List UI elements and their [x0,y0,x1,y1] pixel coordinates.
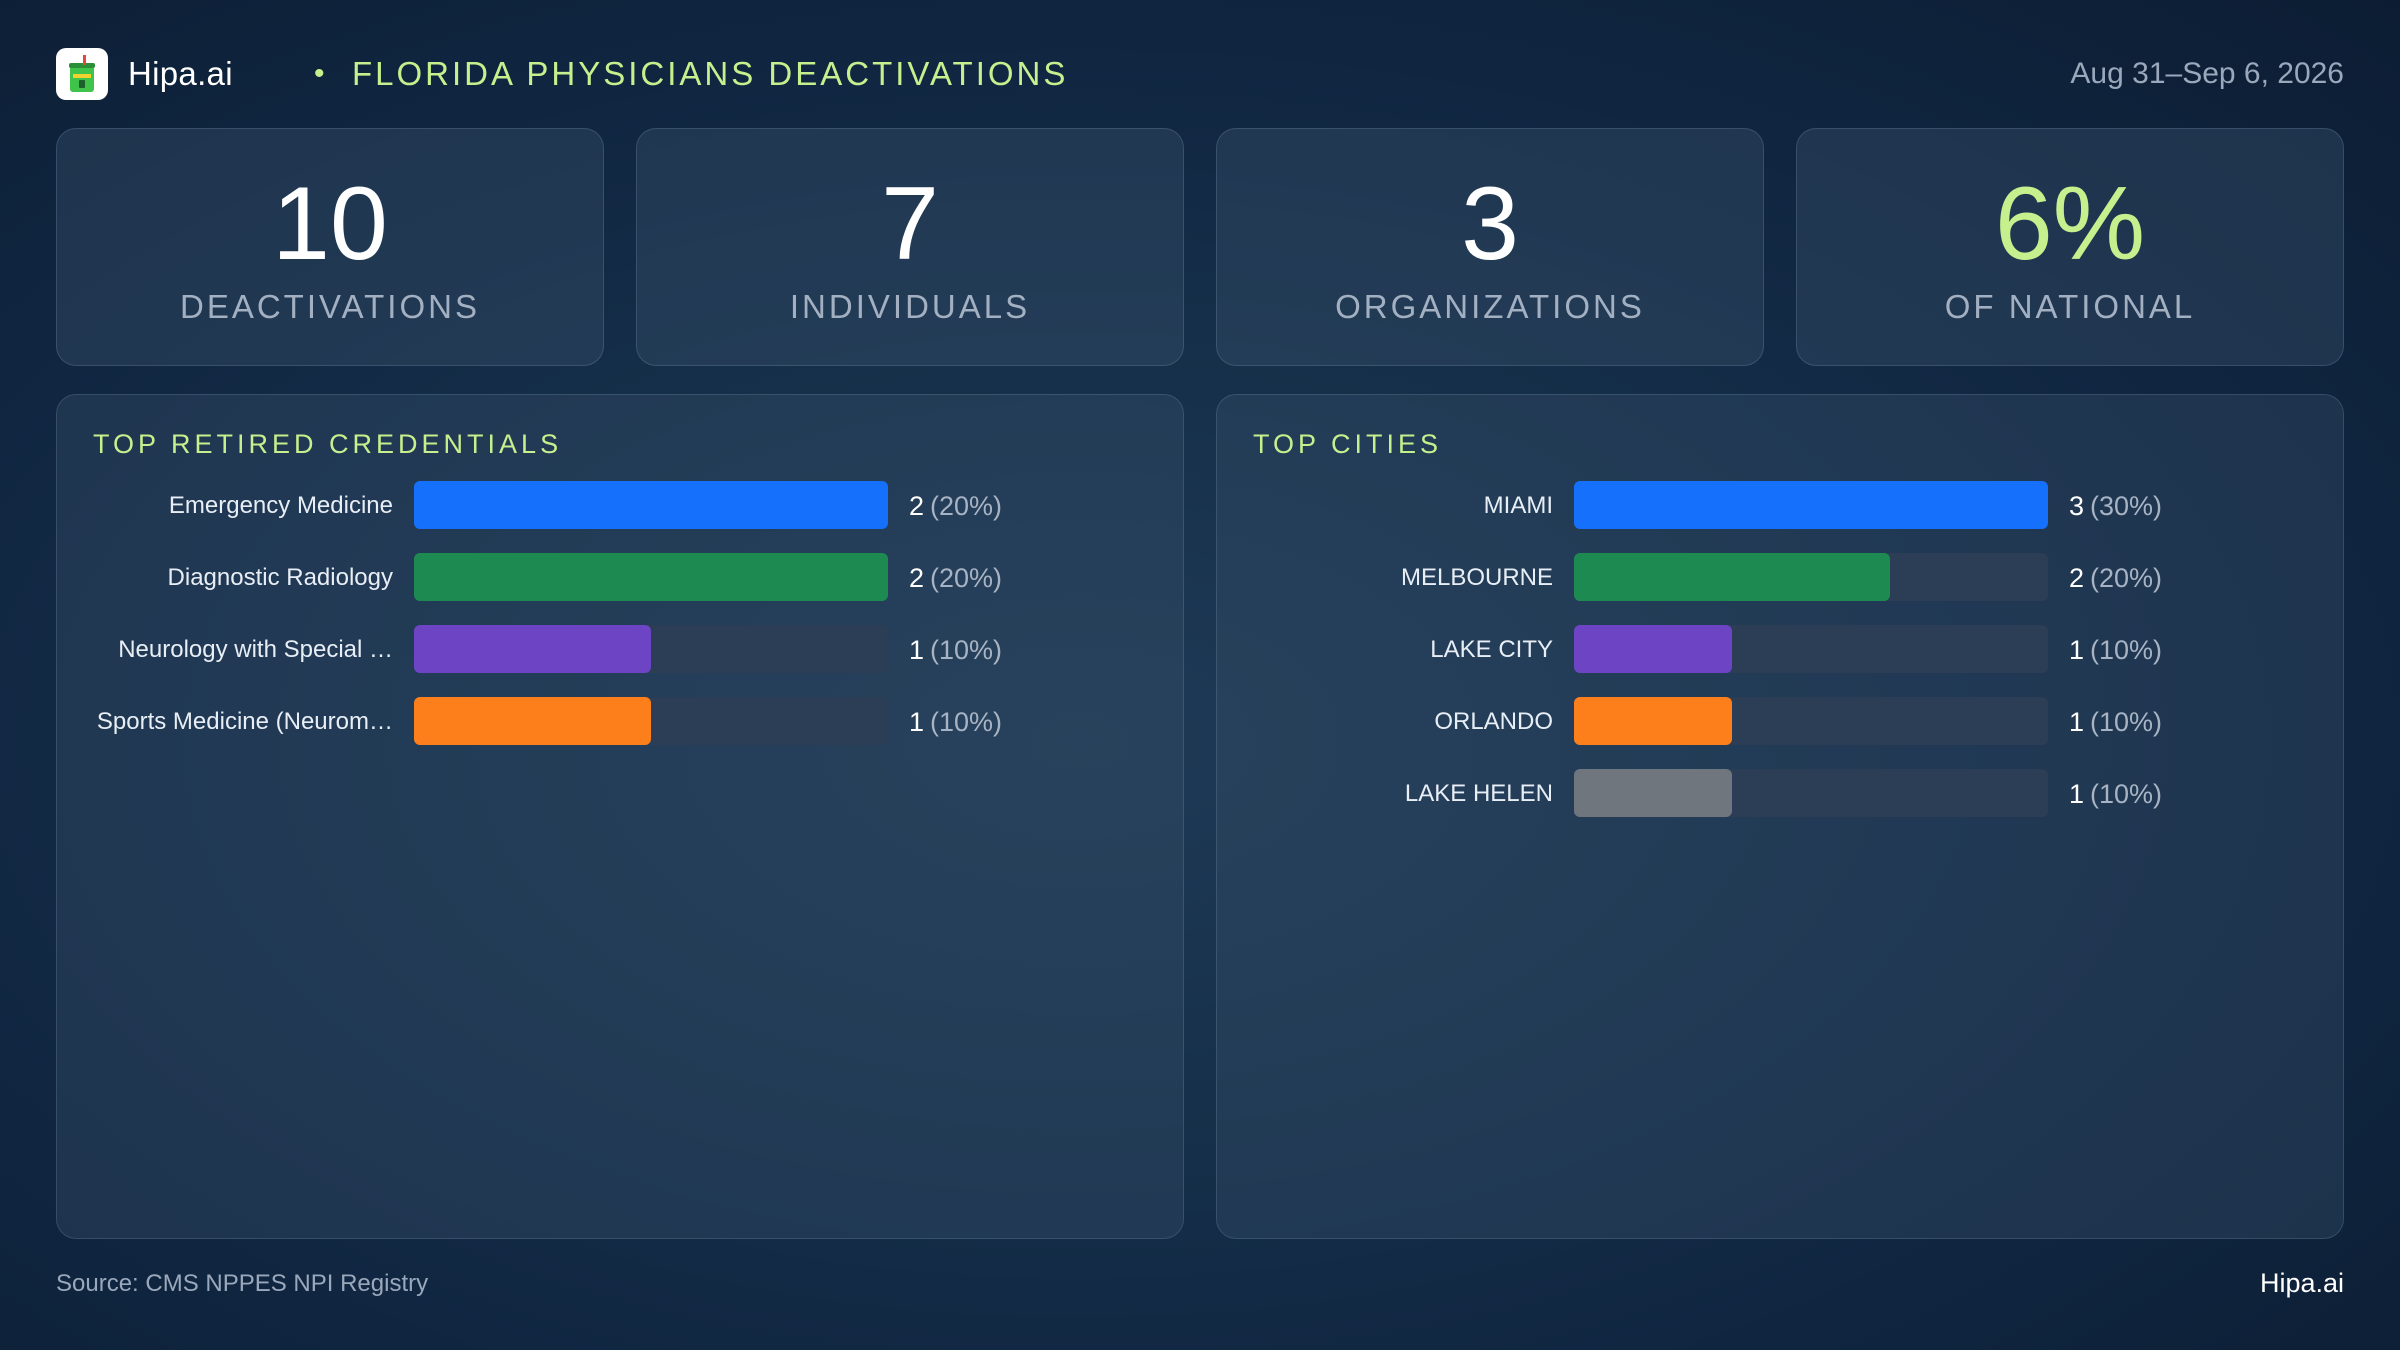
bar-value-label: 1 (10%) [909,635,1002,665]
kpi-label: DEACTIVATIONS [180,288,480,325]
bar [1574,697,1732,745]
kpi-label: ORGANIZATIONS [1335,288,1645,325]
bar-label: MIAMI [1484,492,1553,519]
bar-row: Neurology with Special … 1 (10%) [118,625,1002,673]
bar-percent: (30%) [2090,491,2162,521]
bar-percent: (20%) [930,491,1002,521]
bar-count: 2 [909,563,924,593]
kpi-card-individuals: 7 INDIVIDUALS [636,128,1184,366]
bar-count: 1 [2069,707,2084,737]
bar-count: 1 [2069,635,2084,665]
bar-percent: (10%) [2090,779,2162,809]
bar-label: Neurology with Special … [118,636,393,663]
bar-label: Emergency Medicine [169,492,393,519]
bar [414,697,651,745]
bar [1574,481,2048,529]
bar-value-label: 1 (10%) [909,707,1002,737]
report-title: FLORIDA PHYSICIANS DEACTIVATIONS [352,55,1069,92]
kpi-row: 10 DEACTIVATIONS 7 INDIVIDUALS 3 ORGANIZ… [56,128,2344,366]
cities-bar-chart: MIAMI 3 (30%)MELBOURNE 2 (20%)LAKE CITY 1 (10%… [1401,481,2162,817]
kpi-value: 10 [272,166,388,282]
bar-percent: (10%) [930,635,1002,665]
bar-label: ORLANDO [1434,708,1553,735]
bar-row: Diagnostic Radiology 2 (20%) [168,553,1002,601]
bar-count: 2 [2069,563,2084,593]
bar-label: LAKE HELEN [1405,780,1553,807]
title-separator: • [314,57,325,90]
bar-value-label: 2 (20%) [2069,563,2162,593]
header: Hipa.ai • FLORIDA PHYSICIANS DEACTIVATIO… [56,48,2344,100]
bar-label: Sports Medicine (Neurom… [97,708,393,735]
bar [1574,769,1732,817]
bar-row: MIAMI 3 (30%) [1484,481,2162,529]
kpi-label: INDIVIDUALS [789,288,1031,325]
bar-count: 1 [909,635,924,665]
panel-title: TOP RETIRED CREDENTIALS [93,429,563,459]
bar-count: 1 [2069,779,2084,809]
bar-row: LAKE HELEN 1 (10%) [1405,769,2162,817]
cup-icon [69,55,95,92]
bar [414,481,888,529]
footer-brand: Hipa.ai [2259,1268,2344,1298]
panel-title: TOP CITIES [1253,429,1443,459]
bar-value-label: 1 (10%) [2069,635,2162,665]
cities-panel: TOP CITIES MIAMI 3 (30%) MELBOURNE 2 (20%) LAK… [1216,394,2344,1239]
bar-label: MELBOURNE [1401,564,1553,591]
bar-percent: (10%) [2090,707,2162,737]
kpi-value: 7 [881,166,939,282]
date-range: Aug 31–Sep 6, 2026 [2070,57,2344,90]
kpi-value: 3 [1461,166,1519,282]
kpi-card-national-share: 6% OF NATIONAL [1796,128,2344,366]
bar-value-label: 1 (10%) [2069,779,2162,809]
bar-percent: (10%) [930,707,1002,737]
kpi-label: OF NATIONAL [1944,288,2196,325]
source-note: Source: CMS NPPES NPI Registry [56,1270,429,1297]
bar-count: 2 [909,491,924,521]
bar-value-label: 3 (30%) [2069,491,2162,521]
bar-percent: (20%) [930,563,1002,593]
bar-row: ORLANDO 1 (10%) [1434,697,2162,745]
bar-row: Sports Medicine (Neurom… 1 (10%) [97,697,1002,745]
bar-count: 1 [909,707,924,737]
bar-value-label: 2 (20%) [909,563,1002,593]
kpi-value: 6% [1994,166,2146,282]
bar-row: MELBOURNE 2 (20%) [1401,553,2162,601]
brand-name: Hipa.ai [128,55,233,92]
bar-label: LAKE CITY [1430,636,1553,663]
bar-label: Diagnostic Radiology [168,564,393,591]
bar-row: LAKE CITY 1 (10%) [1430,625,2162,673]
bar-value-label: 2 (20%) [909,491,1002,521]
kpi-card-deactivations: 10 DEACTIVATIONS [56,128,604,366]
bar [1574,553,1890,601]
kpi-card-organizations: 3 ORGANIZATIONS [1216,128,1764,366]
bar-value-label: 1 (10%) [2069,707,2162,737]
bar [1574,625,1732,673]
bar-row: Emergency Medicine 2 (20%) [169,481,1002,529]
credentials-bar-chart: Emergency Medicine 2 (20%)Diagnostic Radio… [97,481,1002,745]
bar-percent: (20%) [2090,563,2162,593]
credentials-panel: TOP RETIRED CREDENTIALS Emergency Medici… [56,394,1184,1239]
bar [414,553,888,601]
bar-count: 3 [2069,491,2084,521]
bar [414,625,651,673]
logo [56,48,108,100]
bar-percent: (10%) [2090,635,2162,665]
